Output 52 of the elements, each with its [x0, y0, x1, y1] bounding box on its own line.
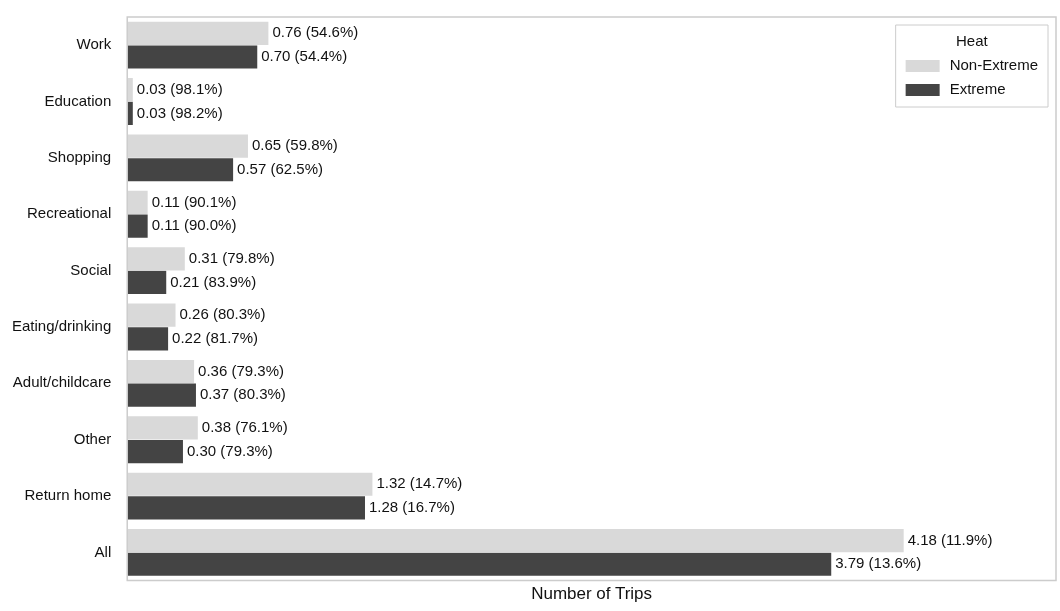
- bar: [127, 359, 195, 384]
- data-label: 0.37 (80.3%): [199, 385, 286, 403]
- data-label: 0.11 (90.1%): [151, 192, 237, 210]
- y-tick-label: Return home: [24, 486, 112, 504]
- bar: [127, 247, 185, 271]
- bar: [127, 439, 183, 464]
- data-label: 0.21 (83.9%): [170, 272, 257, 290]
- data-label: 1.28 (16.7%): [368, 498, 455, 516]
- y-tick-label: Recreational: [27, 204, 112, 222]
- y-tick-label: All: [94, 542, 112, 560]
- bar: [127, 190, 148, 215]
- bar: [127, 472, 373, 496]
- data-label: 0.31 (79.8%): [188, 248, 275, 266]
- y-tick-label: Social: [70, 260, 112, 278]
- data-label: 1.32 (14.7%): [376, 474, 463, 492]
- bar: [127, 45, 258, 69]
- bar: [127, 303, 176, 327]
- y-tick-label: Eating/drinking: [11, 317, 112, 335]
- data-label: 0.30 (79.3%): [186, 441, 273, 459]
- y-tick-label: Adult/childcare: [12, 373, 112, 391]
- bar: [127, 383, 196, 407]
- y-tick-label: Shopping: [47, 148, 112, 166]
- data-label: 0.03 (98.2%): [136, 103, 223, 121]
- data-label: 0.36 (79.3%): [198, 361, 284, 379]
- bar: [127, 214, 148, 238]
- legend-label: Extreme: [949, 80, 1006, 98]
- data-label: 0.26 (80.3%): [179, 305, 266, 323]
- y-tick-label: Education: [44, 91, 112, 109]
- data-label: 0.22 (81.7%): [172, 328, 258, 346]
- bar: [127, 327, 169, 351]
- data-label: 3.79 (13.6%): [835, 554, 922, 572]
- legend-title: Heat: [955, 32, 989, 50]
- y-tick-label: Work: [76, 35, 112, 53]
- data-label: 0.11 (90.0%): [151, 216, 237, 234]
- data-label: 0.76 (54.6%): [272, 23, 359, 41]
- bar: [127, 134, 248, 158]
- data-label: 0.57 (62.5%): [237, 159, 323, 177]
- data-label: 0.38 (76.1%): [201, 418, 288, 436]
- y-tick-label: Other: [73, 429, 112, 447]
- bar: [127, 528, 904, 553]
- data-label: 0.65 (59.8%): [251, 136, 338, 154]
- data-label: 0.03 (98.1%): [136, 79, 223, 97]
- bar: [127, 158, 234, 182]
- bar: [127, 416, 198, 440]
- bar: [127, 496, 365, 520]
- x-axis-title: Number of Trips: [531, 584, 653, 604]
- bar: [127, 552, 832, 576]
- data-label: 4.18 (11.9%): [907, 530, 993, 548]
- data-label: 0.70 (54.4%): [261, 47, 348, 65]
- bar: [127, 270, 167, 295]
- legend-label: Non-Extreme: [949, 56, 1038, 74]
- bar: [127, 21, 269, 45]
